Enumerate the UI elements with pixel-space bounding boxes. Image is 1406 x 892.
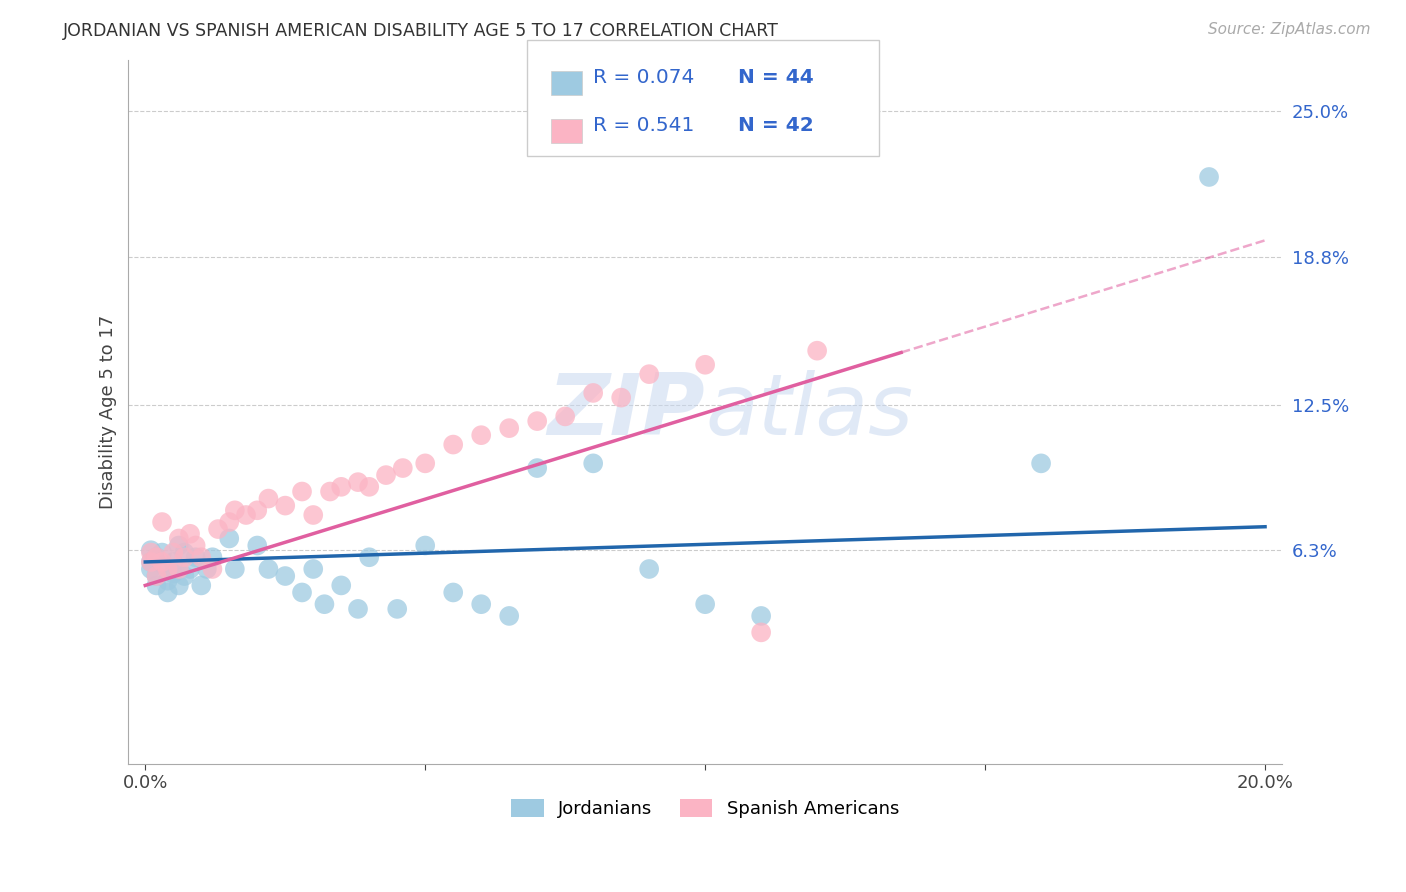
Point — [162, 545, 184, 559]
Point — [314, 597, 336, 611]
Point — [749, 625, 772, 640]
Point — [330, 480, 353, 494]
Point — [470, 428, 492, 442]
Point — [195, 562, 218, 576]
Point — [235, 508, 257, 522]
Point — [156, 585, 179, 599]
Point — [139, 562, 162, 576]
Point — [167, 562, 190, 576]
Point — [201, 550, 224, 565]
Point — [218, 532, 240, 546]
Point — [167, 578, 190, 592]
Point — [145, 569, 167, 583]
Point — [1029, 456, 1052, 470]
Point — [806, 343, 828, 358]
Text: R = 0.541: R = 0.541 — [593, 116, 695, 136]
Point — [359, 550, 381, 565]
Point — [554, 409, 576, 424]
Point — [150, 515, 173, 529]
Point — [257, 491, 280, 506]
Legend: Jordanians, Spanish Americans: Jordanians, Spanish Americans — [505, 791, 907, 825]
Point — [145, 550, 167, 565]
Point — [156, 562, 179, 576]
Point — [139, 545, 162, 559]
Point — [470, 597, 492, 611]
Point — [347, 602, 370, 616]
Point — [139, 555, 162, 569]
Point — [207, 522, 229, 536]
Point — [274, 499, 297, 513]
Point — [218, 515, 240, 529]
Point — [167, 539, 190, 553]
Point — [145, 569, 167, 583]
Point — [498, 421, 520, 435]
Text: N = 44: N = 44 — [738, 68, 814, 87]
Point — [274, 569, 297, 583]
Text: JORDANIAN VS SPANISH AMERICAN DISABILITY AGE 5 TO 17 CORRELATION CHART: JORDANIAN VS SPANISH AMERICAN DISABILITY… — [63, 22, 779, 40]
Point — [582, 456, 605, 470]
Point — [173, 550, 195, 565]
Point — [201, 562, 224, 576]
Point — [167, 532, 190, 546]
Y-axis label: Disability Age 5 to 17: Disability Age 5 to 17 — [100, 315, 117, 508]
Point — [291, 585, 314, 599]
Point — [695, 597, 717, 611]
Point — [413, 539, 436, 553]
Point — [498, 609, 520, 624]
Point — [224, 503, 246, 517]
Point — [610, 391, 633, 405]
Point — [156, 574, 179, 588]
Point — [638, 562, 661, 576]
Point — [695, 358, 717, 372]
Point — [391, 461, 413, 475]
Text: Source: ZipAtlas.com: Source: ZipAtlas.com — [1208, 22, 1371, 37]
Point — [1198, 169, 1220, 184]
Point — [224, 562, 246, 576]
Point — [246, 539, 269, 553]
Point — [359, 480, 381, 494]
Point — [162, 566, 184, 581]
Point — [246, 503, 269, 517]
Text: ZIP: ZIP — [547, 370, 706, 453]
Point — [150, 545, 173, 559]
Text: atlas: atlas — [706, 370, 912, 453]
Point — [184, 539, 207, 553]
Point — [319, 484, 342, 499]
Point — [179, 562, 201, 576]
Point — [145, 550, 167, 565]
Point — [173, 545, 195, 559]
Point — [184, 550, 207, 565]
Point — [302, 508, 325, 522]
Point — [139, 555, 162, 569]
Point — [749, 609, 772, 624]
Point — [257, 562, 280, 576]
Point — [190, 550, 212, 565]
Point — [441, 585, 464, 599]
Point — [347, 475, 370, 490]
Point — [179, 526, 201, 541]
Point — [387, 602, 409, 616]
Point — [526, 414, 548, 428]
Point — [526, 461, 548, 475]
Text: N = 42: N = 42 — [738, 116, 814, 136]
Point — [375, 468, 398, 483]
Point — [582, 386, 605, 401]
Point — [330, 578, 353, 592]
Point — [173, 569, 195, 583]
Point — [291, 484, 314, 499]
Text: R = 0.074: R = 0.074 — [593, 68, 695, 87]
Point — [441, 437, 464, 451]
Point — [150, 555, 173, 569]
Point — [139, 543, 162, 558]
Point — [302, 562, 325, 576]
Point — [145, 578, 167, 592]
Point — [190, 578, 212, 592]
Point — [638, 367, 661, 381]
Point — [162, 555, 184, 569]
Point — [150, 558, 173, 572]
Point — [413, 456, 436, 470]
